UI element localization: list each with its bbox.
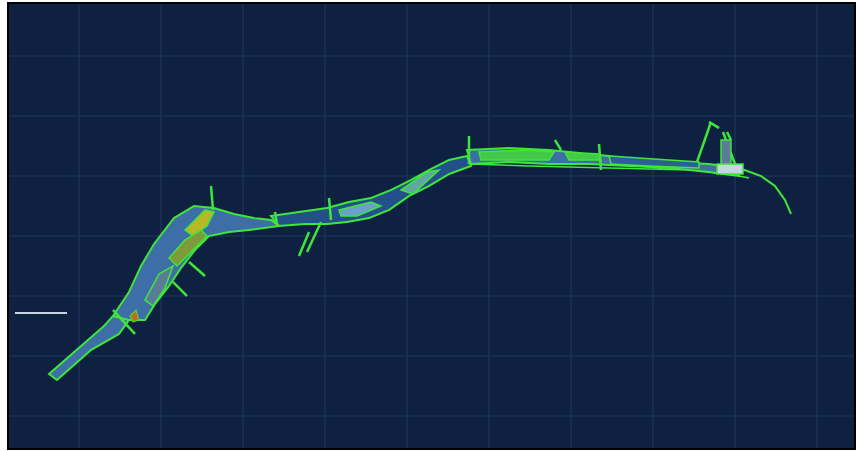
grid	[9, 4, 854, 448]
river-segment-middle	[269, 154, 473, 228]
river-segment-lower	[47, 314, 131, 382]
river-bar-light-1	[338, 201, 383, 217]
river-bank-line-lower	[470, 163, 750, 179]
river-bar-green-1	[478, 149, 556, 161]
river-bank-line	[738, 167, 792, 215]
river-bar-orange	[129, 309, 140, 323]
cad-viewport[interactable]	[7, 2, 856, 450]
structure-box-2	[716, 163, 744, 175]
cross-sections	[112, 120, 737, 335]
river-bar-green-2	[563, 151, 603, 161]
river-bar-olive	[167, 229, 209, 268]
river-bar-gray	[144, 264, 175, 308]
river-channel	[47, 146, 740, 382]
structure-box	[720, 139, 732, 167]
drawing-canvas[interactable]	[9, 4, 854, 448]
river-bar-light-2	[399, 168, 442, 195]
river-bar-blue-dark	[608, 155, 700, 169]
